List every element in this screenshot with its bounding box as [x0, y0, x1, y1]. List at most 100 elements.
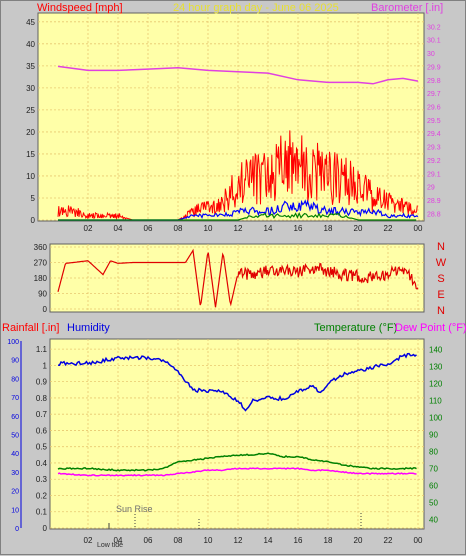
x-tick-label-14: 14: [264, 536, 273, 545]
temperature-line: [57, 452, 417, 472]
humidity-tick-20: 20: [11, 489, 19, 496]
chart-title: 24 hour graph day - June 06 2025: [173, 2, 339, 14]
x-tick-label-16: 16: [294, 224, 303, 233]
barometer-tick-29.2: 29.2: [427, 158, 441, 165]
wind-panel-time-axis: 02 04 06 08 10 12 14 16 18 20 22 00: [84, 224, 423, 233]
direction-tick-360: 360: [34, 243, 48, 252]
temperature-tick-40: 40: [429, 516, 438, 525]
barometer-tick-30: 30: [427, 51, 435, 58]
rain-tick-1.1: 1.1: [36, 345, 48, 354]
barometer-tick-29.3: 29.3: [427, 145, 441, 152]
x-tick-label-10: 10: [204, 224, 213, 233]
rainfall-axis: 0 0.1 0.2 0.3 0.4 0.5 0.6 0.7 0.8 0.9 1 1.1: [36, 345, 48, 533]
humidity-tick-0: 0: [15, 526, 19, 533]
dew-point-line: [57, 467, 417, 477]
x-tick-label-04: 04: [114, 224, 123, 233]
temperature-tick-110: 110: [429, 397, 442, 406]
x-tick-label-16: 16: [294, 536, 303, 545]
barometer-label: Barometer [.in]: [371, 2, 443, 14]
barometer-tick-28.8: 28.8: [427, 211, 441, 218]
x-tick-label-18: 18: [324, 536, 333, 545]
barometer-tick-29.5: 29.5: [427, 118, 441, 125]
sun-rise-label: Sun Rise: [116, 504, 153, 514]
barometer-tick-29.7: 29.7: [427, 91, 441, 98]
temperature-tick-50: 50: [429, 499, 438, 508]
humidity-tick-100: 100: [7, 339, 19, 346]
wind-panel-series: [57, 65, 419, 221]
rain-tick-0.6: 0.6: [36, 426, 48, 435]
humidity-tick-90: 90: [11, 358, 19, 365]
rain-tick-0.4: 0.4: [36, 459, 48, 468]
x-tick-label-22: 22: [384, 224, 393, 233]
humidity-tick-40: 40: [11, 451, 19, 458]
rain-tick-0.2: 0.2: [36, 491, 48, 500]
x-tick-label-22: 22: [384, 536, 393, 545]
compass-s-2: S: [437, 273, 444, 285]
x-tick-label-08: 08: [174, 224, 183, 233]
humidity-tick-10: 10: [11, 507, 19, 514]
humidity-label: Humidity: [67, 322, 110, 334]
barometer-line: [57, 65, 419, 85]
direction-tick-270: 270: [34, 259, 48, 268]
windspeed-tick-35: 35: [26, 62, 35, 71]
windspeed-tick-30: 30: [26, 84, 35, 93]
x-tick-label-04: 04: [114, 536, 123, 545]
x-tick-label-02: 02: [84, 536, 93, 545]
rain-tick-0.8: 0.8: [36, 394, 48, 403]
temperature-tick-70: 70: [429, 465, 438, 474]
rain-tick-0.9: 0.9: [36, 378, 48, 387]
barometer-tick-29.8: 29.8: [427, 78, 441, 85]
direction-tick-0: 0: [43, 305, 48, 314]
rain-tick-1: 1: [43, 361, 48, 370]
windspeed-tick-10: 10: [26, 172, 35, 181]
rain-tick-0.3: 0.3: [36, 475, 48, 484]
windspeed-tick-0: 0: [31, 216, 36, 225]
compass-w-1: W: [436, 257, 447, 269]
x-tick-label-06: 06: [144, 224, 153, 233]
barometer-tick-29.9: 29.9: [427, 64, 441, 71]
rain-tick-0.7: 0.7: [36, 410, 48, 419]
humidity-tick-80: 80: [11, 376, 19, 383]
x-tick-label-00: 00: [414, 224, 423, 233]
direction-tick-90: 90: [38, 290, 47, 299]
rain-tick-0: 0: [43, 524, 48, 533]
direction-tick-180: 180: [34, 274, 48, 283]
direction-panel-plot-area: [49, 243, 425, 313]
barometer-tick-28.9: 28.9: [427, 198, 441, 205]
x-tick-label-14: 14: [264, 224, 273, 233]
windspeed-tick-20: 20: [26, 128, 35, 137]
humidity-panel-time-axis: 02 04 06 08 10 12 14 16 18 20 22 00: [84, 536, 423, 545]
compass-n-4: N: [437, 305, 445, 317]
x-tick-label-10: 10: [204, 536, 213, 545]
barometer-tick-29.4: 29.4: [427, 131, 441, 138]
humidity-tick-30: 30: [11, 470, 19, 477]
windspeed-tick-15: 15: [26, 150, 35, 159]
direction-axis: 0 90 180 270 360: [34, 243, 48, 314]
temperature-tick-90: 90: [429, 431, 438, 440]
x-tick-label-02: 02: [84, 224, 93, 233]
direction-line: [57, 248, 419, 308]
windspeed-tick-25: 25: [26, 106, 35, 115]
gust-line: [57, 130, 418, 221]
barometer-tick-30.2: 30.2: [427, 24, 441, 31]
temperature-axis: 40 50 60 70 80 90 100 110 120 130 140: [429, 346, 443, 525]
humidity-line: [57, 352, 417, 412]
windspeed-tick-45: 45: [26, 18, 35, 27]
low-tide-label: Low tide: [97, 542, 123, 549]
x-tick-label-18: 18: [324, 224, 333, 233]
compass-n-0: N: [437, 241, 445, 253]
x-tick-label-12: 12: [234, 536, 243, 545]
humidity-axis: 0 10 20 30 40 50 60 70 80 90 100: [7, 339, 22, 533]
dew-point-label: Dew Point (°F): [395, 322, 466, 334]
rain-tick-0.1: 0.1: [36, 508, 48, 517]
humidity-tick-60: 60: [11, 414, 19, 421]
barometer-tick-29: 29: [427, 185, 435, 192]
humidity-tick-50: 50: [11, 433, 19, 440]
rainfall-label: Rainfall [.in]: [2, 322, 59, 334]
x-tick-label-00: 00: [414, 536, 423, 545]
barometer-tick-29.1: 29.1: [427, 171, 441, 178]
temperature-label: Temperature (°F): [314, 322, 397, 334]
x-tick-label-12: 12: [234, 224, 243, 233]
